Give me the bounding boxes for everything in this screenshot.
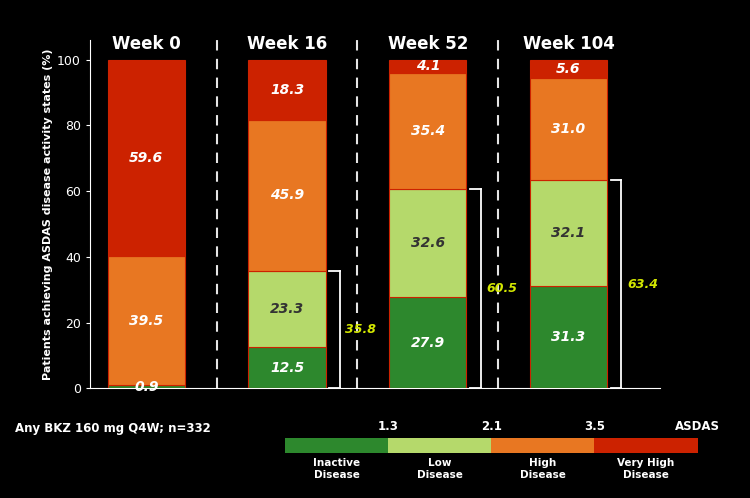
- Text: Inactive
Disease: Inactive Disease: [313, 458, 360, 480]
- Text: 39.5: 39.5: [129, 314, 164, 328]
- Bar: [248, 60, 326, 120]
- Text: ASDAS: ASDAS: [675, 420, 720, 433]
- Text: Week 52: Week 52: [388, 35, 468, 53]
- Bar: [107, 60, 185, 255]
- Bar: [248, 347, 326, 388]
- Text: 18.3: 18.3: [270, 83, 304, 97]
- Text: 31.0: 31.0: [551, 122, 586, 136]
- Text: 12.5: 12.5: [270, 361, 304, 375]
- Text: 60.5: 60.5: [486, 282, 518, 295]
- Bar: [389, 73, 466, 189]
- Bar: [248, 120, 326, 271]
- Bar: [248, 271, 326, 347]
- Text: 5.6: 5.6: [556, 62, 580, 76]
- Bar: [530, 60, 608, 78]
- Text: 59.6: 59.6: [129, 150, 164, 164]
- Text: 23.3: 23.3: [270, 302, 304, 316]
- Text: High
Disease: High Disease: [520, 458, 566, 480]
- Text: 3.5: 3.5: [584, 420, 604, 433]
- Text: Any BKZ 160 mg Q4W; n=332: Any BKZ 160 mg Q4W; n=332: [15, 422, 211, 435]
- Text: 0.9: 0.9: [134, 380, 158, 394]
- Bar: [530, 180, 608, 285]
- Text: Low
Disease: Low Disease: [417, 458, 463, 480]
- Y-axis label: Patients achieving ASDAS disease activity states (%): Patients achieving ASDAS disease activit…: [43, 48, 53, 380]
- Bar: [107, 255, 185, 385]
- Text: 2.1: 2.1: [481, 420, 502, 433]
- Text: Week 16: Week 16: [247, 35, 327, 53]
- Text: 4.1: 4.1: [416, 59, 440, 73]
- Text: 45.9: 45.9: [270, 188, 304, 202]
- Text: Week 0: Week 0: [112, 35, 181, 53]
- Text: Week 104: Week 104: [523, 35, 614, 53]
- Bar: [530, 78, 608, 180]
- Bar: [389, 60, 466, 73]
- Text: Very High
Disease: Very High Disease: [617, 458, 674, 480]
- Text: 32.6: 32.6: [411, 236, 445, 250]
- Text: 1.3: 1.3: [378, 420, 398, 433]
- Bar: [389, 297, 466, 388]
- Bar: [530, 285, 608, 388]
- Text: 32.1: 32.1: [551, 226, 586, 240]
- Bar: [389, 189, 466, 297]
- Text: 35.8: 35.8: [346, 323, 376, 336]
- Text: 27.9: 27.9: [411, 336, 445, 350]
- Text: 31.3: 31.3: [551, 330, 586, 344]
- Text: 35.4: 35.4: [411, 124, 445, 138]
- Text: 63.4: 63.4: [627, 278, 658, 291]
- Bar: [107, 385, 185, 388]
